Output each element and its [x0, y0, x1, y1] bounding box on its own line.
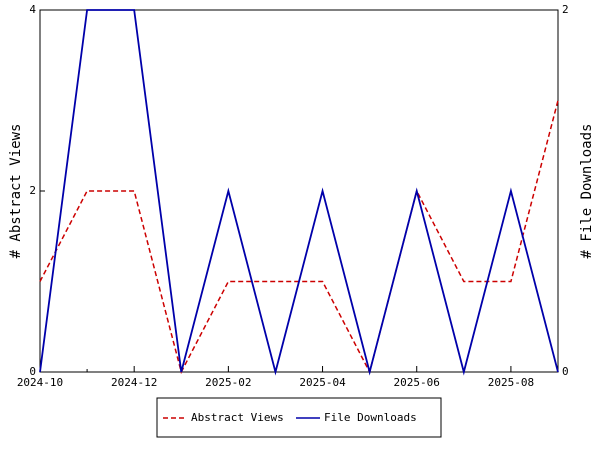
legend-label: File Downloads: [324, 411, 417, 424]
y-tick-label: 0: [29, 365, 36, 378]
y-tick-label: 2: [29, 184, 36, 197]
y2-axis-label: # File Downloads: [579, 124, 595, 259]
x-tick-label: 2024-10: [17, 376, 63, 389]
y-axis-label: # Abstract Views: [8, 124, 24, 259]
x-tick-label: 2025-02: [205, 376, 251, 389]
x-tick-label: 2025-06: [394, 376, 440, 389]
legend: [156, 397, 442, 438]
x-tick-label: 2024-12: [111, 376, 157, 389]
series-line: [39, 9, 559, 376]
x-tick-label: 2025-08: [488, 376, 534, 389]
y2-tick-label: 0: [562, 365, 569, 378]
legend-label: Abstract Views: [191, 411, 284, 424]
x-tick-label: 2025-04: [299, 376, 346, 389]
y2-tick-label: 2: [562, 3, 569, 16]
y-tick-label: 4: [29, 3, 36, 16]
series-line: [39, 100, 559, 375]
